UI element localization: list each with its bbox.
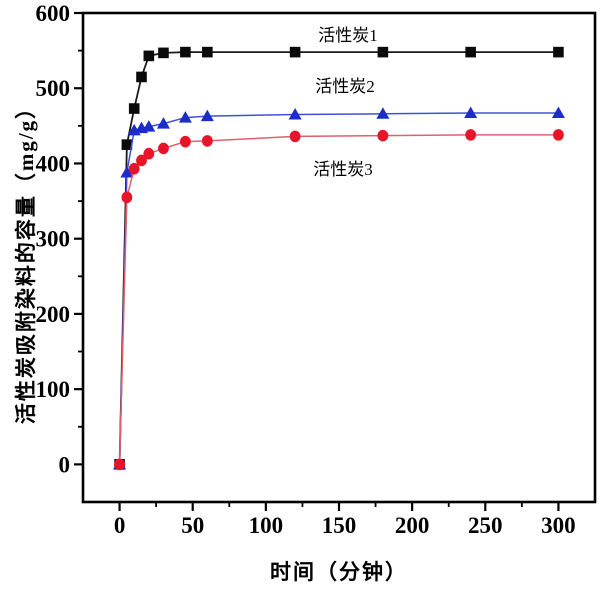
data-point [465, 129, 477, 141]
data-point [464, 106, 478, 119]
data-point [121, 191, 133, 204]
y-tick-label: 500 [36, 76, 71, 101]
data-point [553, 46, 564, 58]
x-tick-label: 100 [249, 513, 284, 538]
y-axis-title: 活性炭吸附染料的容量（mg/g） [14, 95, 38, 425]
data-point [180, 46, 191, 58]
series-label-activated-carbon-2: 活性炭2 [315, 77, 375, 96]
data-point [553, 129, 564, 141]
x-tick-label: 300 [541, 513, 576, 538]
x-tick-label: 50 [181, 513, 204, 538]
data-point [120, 165, 134, 178]
y-tick-label: 200 [36, 302, 71, 327]
series-label-activated-carbon-3: 活性炭3 [313, 160, 373, 179]
data-point [377, 46, 389, 58]
y-tick-label: 0 [59, 452, 71, 477]
data-point [143, 147, 155, 160]
data-point [142, 120, 156, 132]
data-point [143, 50, 155, 62]
data-point [465, 46, 476, 58]
series-line [118, 51, 559, 465]
y-tick-label: 600 [36, 1, 71, 26]
data-point [114, 458, 125, 471]
series-2 [113, 106, 565, 470]
y-tick-label: 100 [36, 377, 71, 402]
series-1 [114, 46, 564, 470]
x-tick-label: 200 [395, 513, 430, 538]
x-axis-title: 时间（分钟） [270, 560, 408, 584]
data-point [128, 103, 140, 114]
data-point [289, 46, 301, 58]
data-point [180, 135, 191, 148]
data-point [136, 154, 147, 167]
data-point [136, 71, 147, 83]
data-point [200, 109, 214, 122]
data-point [202, 46, 213, 58]
y-axis: 0 100 200 300 400 500 600 [36, 1, 83, 477]
y-tick-label: 300 [36, 227, 71, 252]
y-tick-label: 400 [36, 151, 71, 176]
data-point [128, 162, 140, 175]
series-line [118, 134, 559, 465]
data-point [158, 142, 169, 155]
data-point [156, 117, 170, 129]
x-tick-label: 0 [114, 513, 126, 538]
x-tick-label: 150 [322, 513, 357, 538]
x-axis: 0 50 100 150 200 250 300 [114, 502, 576, 538]
data-point [377, 129, 389, 142]
data-point [158, 47, 169, 59]
x-tick-label: 250 [468, 513, 503, 538]
data-point [201, 135, 213, 147]
series-line [118, 112, 559, 465]
data-point [551, 106, 565, 119]
data-point [289, 130, 301, 143]
series-3 [114, 129, 564, 471]
data-point [121, 139, 133, 150]
data-point [376, 107, 390, 119]
series-label-activated-carbon-1: 活性炭1 [318, 26, 378, 45]
data-point [288, 108, 302, 120]
data-point [178, 111, 192, 123]
